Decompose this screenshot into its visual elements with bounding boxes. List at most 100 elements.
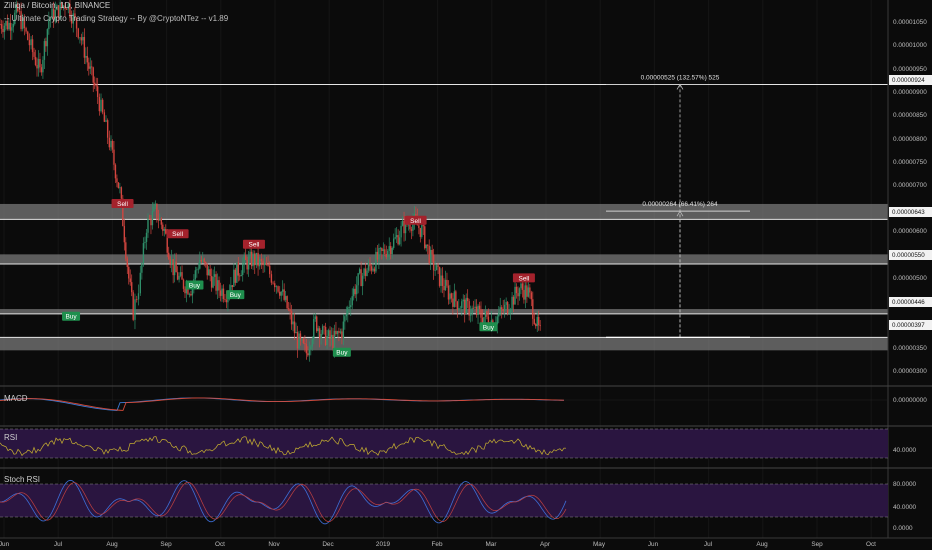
candle-body — [400, 225, 402, 238]
price-tag — [889, 207, 932, 217]
candle-body — [2, 28, 4, 33]
candle-body — [219, 290, 222, 296]
candle-body — [203, 258, 205, 262]
candle-body — [25, 28, 27, 32]
candle-body — [22, 18, 24, 30]
candle-body — [419, 227, 422, 237]
candle-body — [440, 275, 442, 286]
candle-body — [320, 333, 322, 339]
candle-body — [418, 225, 420, 228]
strategy-label: -- Ultimate Crypto Trading Strategy -- B… — [4, 14, 229, 23]
candle-body — [523, 289, 525, 300]
price-tick-label: 0.00000750 — [893, 159, 927, 166]
candle-body — [157, 219, 160, 221]
candle-body — [166, 233, 168, 253]
candle-body — [69, 3, 71, 18]
candle-body — [231, 285, 234, 287]
candle-body — [373, 268, 376, 272]
candle-body — [30, 39, 32, 46]
candle-body — [61, 2, 63, 8]
chart-title: Zilliqa / Bitcoin, 1D, BINANCE — [4, 1, 111, 10]
candle-body — [410, 229, 413, 231]
time-tick-label: Jun — [0, 541, 10, 548]
candle-body — [338, 331, 340, 333]
candle-body — [321, 326, 324, 334]
candle-body — [131, 282, 133, 293]
support-resistance-zone — [0, 203, 888, 220]
candle-body — [0, 24, 3, 29]
candle-body — [125, 242, 127, 259]
candle-body — [536, 317, 538, 327]
price-tick-label: 0.00000900 — [893, 89, 927, 96]
support-resistance-zone — [0, 309, 888, 314]
candle-body — [110, 140, 112, 148]
candle-body — [336, 331, 339, 335]
time-tick-label: Mar — [485, 541, 497, 548]
candle-body — [475, 306, 478, 315]
candle-body — [249, 251, 251, 257]
candle-body — [401, 220, 404, 226]
candle-body — [330, 334, 333, 339]
candle-body — [397, 235, 399, 245]
candle-body — [353, 288, 355, 297]
candle-body — [23, 18, 26, 29]
candle-body — [254, 253, 256, 266]
price-tick-label: 0.00000600 — [893, 228, 927, 235]
candle-body — [277, 286, 279, 292]
candle-body — [538, 317, 540, 326]
sell-signal-label: Sell — [172, 231, 183, 238]
candle-body — [317, 328, 319, 332]
candle-body — [233, 269, 235, 287]
candle-body — [434, 270, 436, 271]
candle-body — [348, 307, 350, 308]
candle-body — [304, 342, 306, 345]
candle-body — [92, 67, 94, 83]
candle-body — [270, 274, 273, 283]
candle-body — [372, 268, 374, 271]
rsi-band — [0, 429, 888, 458]
candle-body — [194, 270, 197, 280]
candle-body — [462, 299, 464, 302]
candle-body — [453, 291, 456, 307]
candle-body — [114, 164, 117, 179]
candle-body — [471, 307, 473, 315]
candle-body — [222, 288, 225, 299]
time-tick-label: Jun — [648, 541, 659, 548]
candle-body — [432, 254, 435, 271]
candle-body — [56, 5, 58, 11]
rsi-tick-label: 40.0000 — [893, 447, 917, 454]
candle-body — [518, 288, 521, 297]
candle-body — [444, 279, 447, 291]
candle-body — [145, 232, 148, 242]
candle-body — [366, 270, 368, 276]
sell-signal-tag — [512, 273, 535, 283]
candle-body — [427, 244, 429, 246]
candle-body — [159, 218, 161, 221]
candle-body — [351, 296, 353, 306]
price-tag-label: 0.00000924 — [892, 77, 925, 84]
candle-body — [129, 278, 131, 283]
candle-body — [33, 52, 35, 57]
time-tick-label: Jul — [704, 541, 712, 548]
candle-body — [369, 263, 371, 267]
candle-body — [316, 316, 318, 332]
candle-body — [179, 272, 182, 276]
candle-body — [379, 247, 382, 249]
sell-signal-tag — [404, 215, 427, 225]
candle-body — [257, 252, 259, 267]
candle-body — [54, 10, 56, 22]
candle-body — [39, 58, 41, 68]
sell-signal-tag — [242, 239, 265, 249]
candle-body — [466, 297, 469, 302]
candle-body — [333, 330, 336, 349]
candle-body — [246, 259, 248, 270]
buy-signal-label: Buy — [483, 324, 495, 331]
candle-body — [395, 235, 398, 238]
candle-body — [215, 274, 217, 291]
candle-body — [15, 4, 17, 13]
candle-body — [57, 5, 60, 19]
time-tick-label: Aug — [106, 541, 118, 548]
candle-body — [357, 273, 359, 286]
candle-body — [269, 265, 271, 275]
